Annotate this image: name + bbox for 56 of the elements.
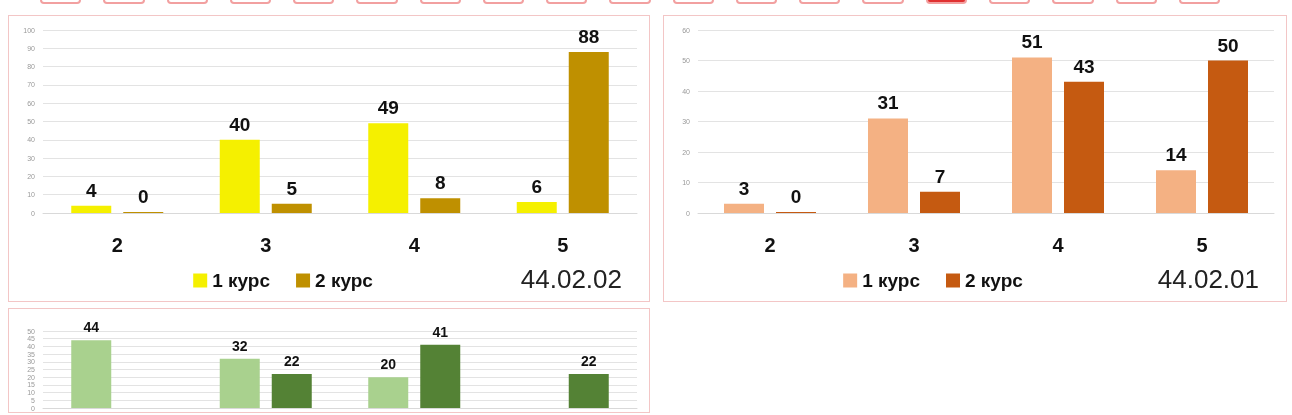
bar bbox=[368, 123, 409, 213]
bar bbox=[1064, 81, 1104, 213]
bar bbox=[1208, 60, 1248, 213]
data-label: 40 bbox=[229, 113, 251, 135]
bar bbox=[271, 203, 312, 213]
x-tick-label: 4 bbox=[1052, 234, 1065, 256]
bar bbox=[724, 203, 764, 213]
data-label: 50 bbox=[1217, 34, 1239, 56]
legend-label: 1 курс bbox=[212, 270, 271, 291]
data-label: 7 bbox=[934, 165, 946, 187]
data-label: 14 bbox=[1165, 144, 1187, 166]
bar bbox=[71, 340, 112, 408]
bar bbox=[420, 344, 461, 408]
x-tick-label: 3 bbox=[260, 234, 272, 256]
x-tick-label: 4 bbox=[408, 234, 421, 256]
data-label: 51 bbox=[1021, 31, 1043, 53]
x-tick-label: 3 bbox=[908, 234, 920, 256]
data-label: 5 bbox=[286, 177, 298, 199]
data-label: 32 bbox=[231, 337, 248, 354]
data-label: 0 bbox=[137, 186, 149, 207]
data-label: 20 bbox=[380, 356, 397, 373]
data-label: 6 bbox=[531, 176, 543, 198]
data-label: 49 bbox=[377, 97, 399, 119]
bar bbox=[516, 202, 557, 213]
data-label: 8 bbox=[434, 172, 446, 194]
x-tick-label: 2 bbox=[764, 234, 776, 256]
x-tick-label: 2 bbox=[111, 234, 123, 256]
data-label: 22 bbox=[283, 353, 300, 370]
bar bbox=[71, 205, 112, 213]
bar bbox=[1156, 170, 1196, 213]
data-label: 41 bbox=[432, 323, 449, 340]
bar bbox=[1012, 57, 1052, 213]
data-label: 44 bbox=[83, 319, 100, 336]
legend-label: 1 курс bbox=[862, 270, 921, 291]
bar bbox=[568, 374, 609, 408]
legend-label: 2 курс bbox=[965, 270, 1024, 291]
bar bbox=[920, 191, 960, 213]
data-label: 4 bbox=[85, 179, 97, 201]
data-label: 88 bbox=[578, 25, 600, 47]
x-tick-label: 5 bbox=[1196, 234, 1208, 256]
text: 44.02.01 bbox=[1157, 264, 1260, 294]
bar bbox=[271, 374, 312, 408]
bar bbox=[420, 198, 461, 213]
bar bbox=[219, 139, 260, 213]
data-label: 22 bbox=[580, 353, 597, 370]
legend-label: 2 курс bbox=[315, 270, 374, 291]
data-label: 0 bbox=[790, 186, 802, 207]
data-label: 43 bbox=[1073, 55, 1095, 77]
bar bbox=[368, 377, 409, 408]
bar bbox=[219, 358, 260, 408]
data-label: 31 bbox=[877, 92, 899, 114]
text: 44.02.02 bbox=[520, 264, 623, 294]
data-label: 3 bbox=[738, 177, 750, 199]
x-tick-label: 5 bbox=[557, 234, 569, 256]
bar bbox=[568, 51, 609, 213]
bar bbox=[868, 118, 908, 213]
